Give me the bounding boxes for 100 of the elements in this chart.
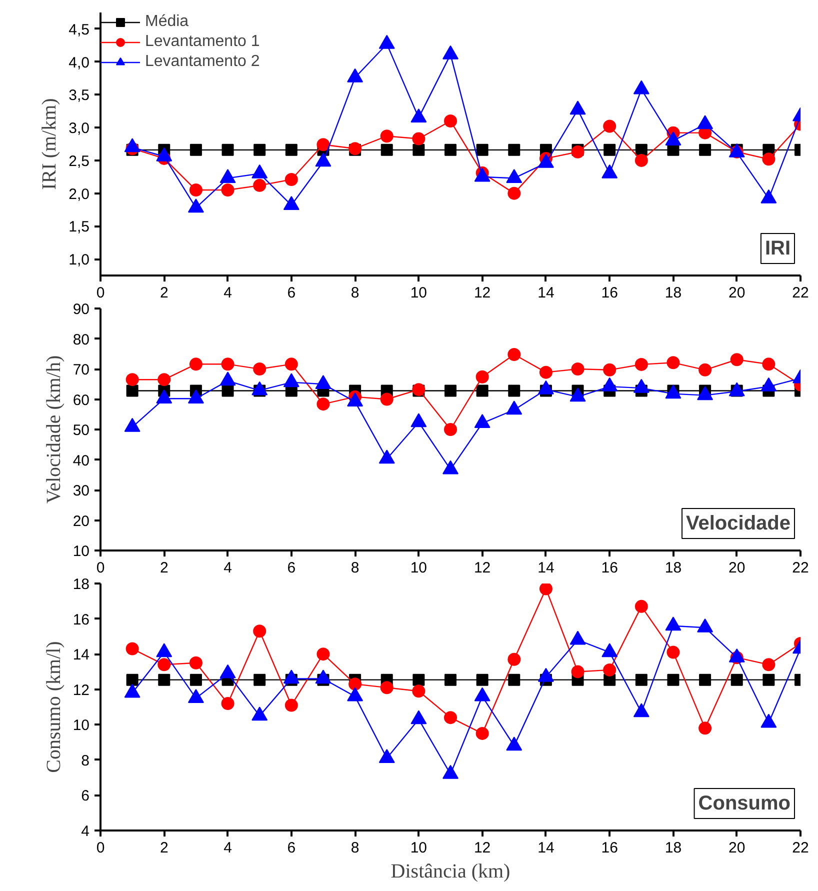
point	[442, 45, 458, 60]
point	[158, 658, 171, 672]
y-tick-label: 3,5	[68, 87, 90, 104]
x-tick-label: 12	[474, 284, 491, 302]
y-axis-title: IRI (m/km)	[38, 98, 61, 190]
point	[444, 711, 457, 724]
y-tick-label: 18	[72, 576, 90, 593]
point	[285, 144, 298, 156]
x-tick-label: 18	[664, 840, 682, 856]
point	[380, 144, 393, 156]
x-tick-label: 14	[538, 840, 554, 856]
x-tick-label: 6	[287, 560, 296, 576]
point	[476, 144, 488, 156]
point	[635, 674, 648, 686]
y-tick-label: 1,0	[68, 252, 90, 269]
y-tick-label: 30	[72, 482, 90, 500]
y-tick-label: 2,0	[68, 186, 90, 203]
y-tick-label: 4,0	[68, 54, 90, 72]
legend-label: Média	[145, 13, 189, 31]
x-tick-label: 4	[224, 284, 232, 302]
legend-label: Levantamento 2	[145, 53, 260, 71]
legend-label: Levantamento 1	[145, 33, 260, 51]
point	[699, 144, 712, 156]
x-tick-label: 4	[224, 840, 232, 856]
point	[189, 656, 202, 670]
point	[284, 173, 298, 186]
x-tick-label: 22	[792, 560, 809, 576]
point	[188, 689, 204, 704]
point	[190, 674, 202, 686]
x-tick-label: 6	[287, 840, 296, 856]
y-tick-label: 1,5	[68, 218, 90, 236]
point	[380, 130, 394, 143]
point	[316, 648, 330, 661]
point	[412, 674, 425, 686]
point	[571, 145, 584, 158]
point	[190, 144, 202, 156]
x-tick-label: 20	[728, 284, 746, 302]
point	[508, 144, 520, 156]
point	[412, 132, 426, 146]
y-tick-label: 70	[72, 362, 90, 378]
point	[476, 674, 488, 686]
x-tick-label: 10	[410, 560, 428, 576]
point	[699, 674, 712, 686]
x-tick-label: 12	[474, 560, 491, 576]
point	[570, 100, 586, 115]
y-tick-label: 60	[72, 392, 90, 409]
x-tick-label: 0	[96, 560, 105, 576]
y-tick-label: 8	[81, 752, 90, 770]
point	[604, 144, 616, 156]
x-tick-label: 2	[160, 560, 168, 576]
y-tick-label: 12	[72, 682, 90, 699]
point	[539, 584, 552, 596]
x-tick-label: 10	[410, 840, 428, 856]
x-tick-label: 4	[224, 560, 232, 576]
y-tick-label: 20	[72, 512, 90, 530]
y-tick-label: 10	[72, 717, 90, 734]
point	[633, 80, 650, 94]
x-tick-label: 16	[601, 840, 618, 856]
point	[633, 703, 650, 718]
point	[634, 600, 648, 613]
y-axis-title: Velocidade (km/h)	[42, 355, 65, 504]
x-tick-label: 12	[474, 840, 491, 856]
point	[667, 674, 680, 686]
x-tick-label: 16	[601, 560, 618, 576]
point	[666, 646, 680, 659]
point	[410, 108, 427, 123]
x-tick-label: 0	[96, 840, 105, 856]
point	[254, 144, 266, 156]
y-tick-label: 40	[72, 452, 90, 470]
x-tick-label: 14	[538, 284, 554, 302]
point	[760, 714, 777, 728]
x-tick-label: 20	[728, 840, 746, 856]
point	[762, 658, 776, 672]
point	[380, 681, 394, 694]
y-tick-label: 4,5	[68, 21, 90, 38]
point	[730, 674, 743, 686]
text: Velocidade	[686, 512, 791, 534]
x-axis-title: Distância (km)	[390, 860, 510, 882]
y-tick-label: 2,5	[68, 152, 90, 170]
y-tick-label: 50	[72, 422, 90, 439]
point	[506, 736, 522, 751]
y-tick-label: 4	[81, 823, 90, 840]
x-tick-label: 22	[792, 840, 809, 856]
x-tick-label: 6	[287, 284, 296, 302]
point	[378, 34, 395, 49]
x-tick-label: 2	[160, 284, 168, 302]
point	[126, 674, 138, 686]
y-tick-label: 10	[72, 543, 90, 560]
y-tick-label: 14	[72, 646, 90, 664]
point	[444, 114, 457, 128]
point	[221, 696, 234, 710]
point	[253, 178, 266, 192]
point	[252, 706, 268, 721]
point	[508, 674, 520, 686]
y-tick-label: 6	[81, 788, 90, 805]
x-tick-label: 8	[350, 284, 360, 302]
y-tick-label: 90	[72, 301, 90, 318]
point	[254, 674, 266, 686]
point	[508, 186, 521, 200]
point	[158, 674, 170, 686]
